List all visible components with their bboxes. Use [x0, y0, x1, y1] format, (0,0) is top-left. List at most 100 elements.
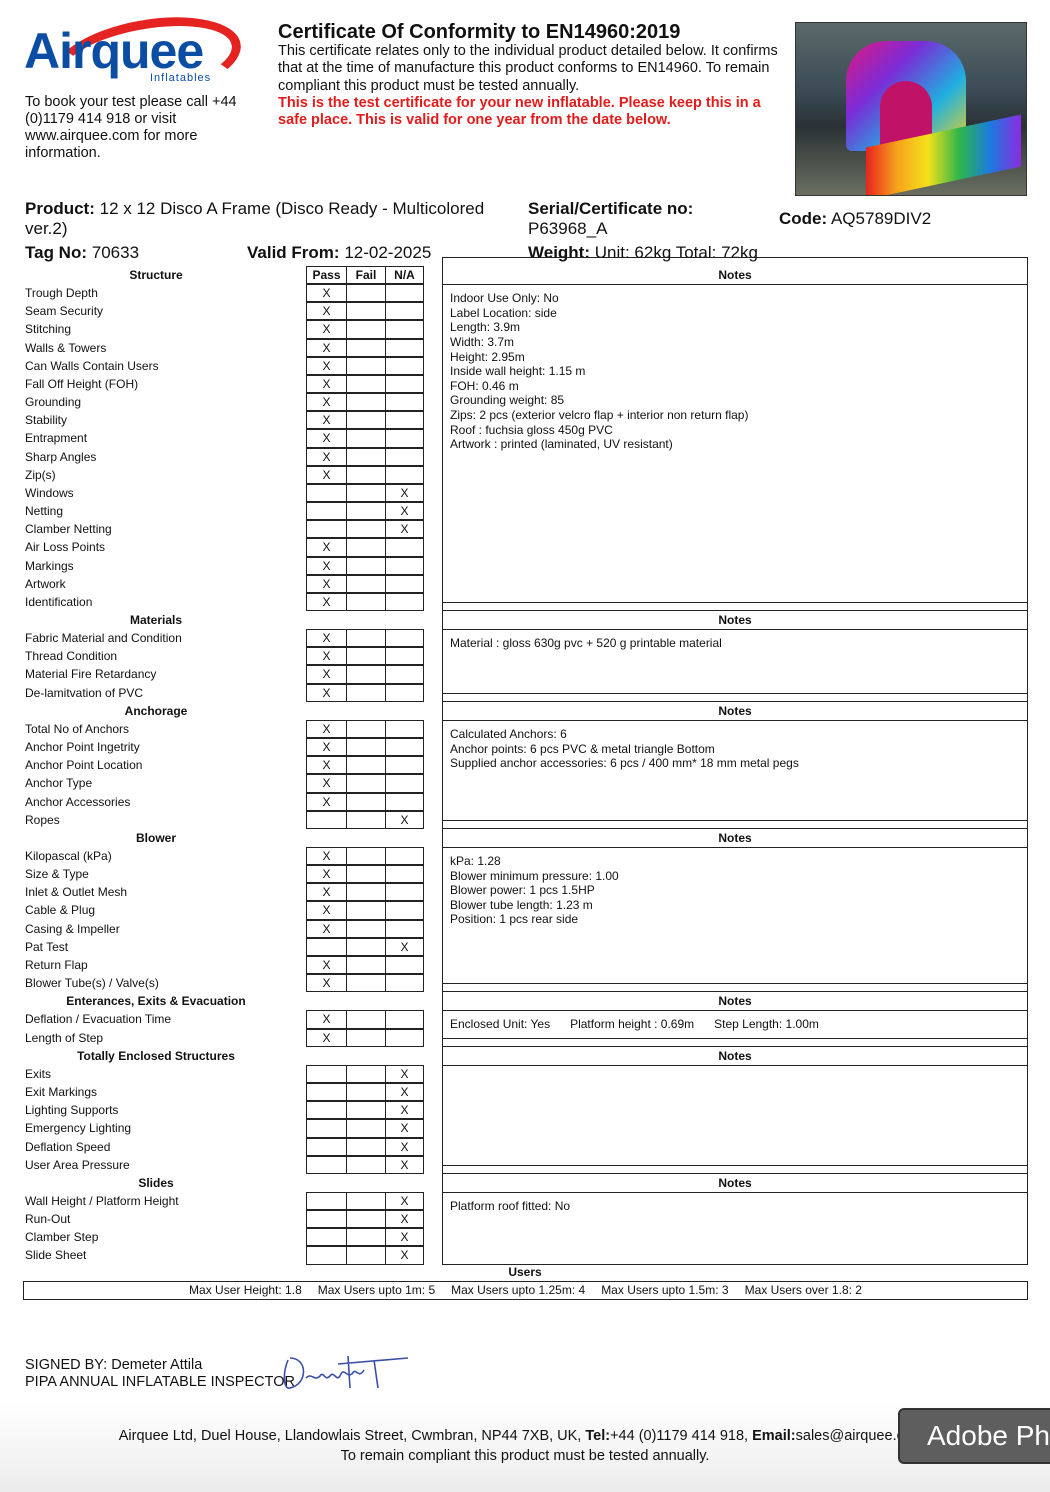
certificate-warning: This is the test certificate for your ne… — [278, 94, 761, 129]
na-cell — [385, 447, 424, 466]
fail-cell — [346, 520, 385, 539]
na-cell: X — [385, 1155, 424, 1174]
item-label: Ropes — [25, 812, 60, 827]
item-label: Seam Security — [25, 304, 104, 319]
column-header-na: N/A — [385, 266, 424, 285]
item-label: Pat Test — [25, 939, 69, 954]
serial-value: P63968_A — [528, 219, 608, 238]
table-row: Kilopascal (kPa) X — [0, 847, 1050, 866]
item-label: Anchor Type — [25, 776, 93, 791]
item-label: Slide Sheet — [25, 1248, 87, 1263]
section-totally-enclosed-structures: Totally Enclosed Structures Exits X Exit Ma… — [0, 1037, 1050, 1174]
table-row: Anchor Accessories X — [0, 792, 1050, 811]
item-label: Anchor Point Location — [25, 758, 143, 773]
notes-heading: Notes — [443, 258, 1027, 286]
section-heading: Structure Pass Fail N/A — [0, 266, 1050, 285]
fail-cell — [346, 356, 385, 375]
valid-from-value: 12-02-2025 — [344, 243, 432, 262]
pass-cell: X — [306, 302, 346, 321]
table-row: Identification X — [0, 592, 1050, 611]
pass-cell — [306, 1137, 346, 1156]
table-row: Anchor Point Ingetrity X — [0, 738, 1050, 757]
pass-cell: X — [306, 429, 346, 448]
na-cell: X — [385, 1191, 424, 1211]
notes-text: kPa: 1.28 Blower minimum pressure: 1.00 … — [450, 854, 619, 927]
fail-cell — [346, 955, 385, 975]
table-row: Artwork X — [0, 574, 1050, 593]
section-heading: Totally Enclosed Structures — [0, 1047, 1050, 1065]
na-cell: X — [385, 1210, 424, 1229]
na-cell: X — [385, 1228, 424, 1247]
notes-box: Notes Platform roof fitted: No — [442, 1164, 1028, 1265]
fail-cell — [346, 665, 385, 684]
fail-cell — [346, 556, 385, 575]
fail-cell — [346, 393, 385, 412]
item-label: Emergency Lighting — [25, 1121, 132, 1136]
pass-cell: X — [306, 665, 346, 684]
product-photo — [795, 22, 1027, 196]
table-row: Lighting Supports X — [0, 1101, 1050, 1120]
table-row: Blower Tube(s) / Valve(s) X — [0, 974, 1050, 993]
item-label: Markings — [25, 558, 74, 573]
pass-cell — [306, 1228, 346, 1247]
notes-text: Platform roof fitted: No — [450, 1198, 571, 1213]
fail-cell — [346, 320, 385, 339]
item-label: Thread Condition — [25, 649, 118, 664]
na-cell: X — [385, 483, 424, 503]
na-cell: X — [385, 1101, 424, 1120]
fail-cell — [346, 284, 385, 303]
fail-cell — [346, 810, 385, 829]
table-row: Material Fire Retardancy X — [0, 665, 1050, 684]
adobe-photoshop-overlay[interactable]: Adobe Photoshop — [898, 1408, 1050, 1464]
item-label: Sharp Angles — [25, 449, 97, 464]
tag-field: Tag No: 70633 — [25, 243, 140, 262]
pass-cell — [306, 520, 346, 539]
table-row: Length of Step X — [0, 1028, 1050, 1047]
na-cell — [385, 429, 424, 448]
users-value: Max Users over 1.8: 2 — [744, 1283, 862, 1297]
users-value: Max Users upto 1.5m: 3 — [601, 1283, 729, 1297]
item-label: Exit Markings — [25, 1085, 98, 1100]
na-cell — [385, 592, 424, 611]
notes-heading: Notes — [443, 1166, 1027, 1193]
pass-cell: X — [306, 447, 346, 466]
table-row: Entrapment X — [0, 429, 1050, 448]
item-label: Stability — [25, 413, 68, 428]
tag-value: 70633 — [91, 243, 140, 262]
table-row: Sharp Angles X — [0, 447, 1050, 466]
na-cell — [385, 919, 424, 938]
fail-cell — [346, 483, 385, 503]
na-cell — [385, 1010, 424, 1029]
pass-cell — [306, 1191, 346, 1211]
notes-heading: Notes — [443, 1039, 1027, 1066]
pass-cell: X — [306, 955, 346, 975]
signed-by: SIGNED BY: Demeter Attila — [25, 1357, 203, 1373]
na-cell — [385, 629, 424, 648]
pass-cell: X — [306, 556, 346, 575]
table-row: Run-Out X — [0, 1210, 1050, 1229]
pass-cell: X — [306, 974, 346, 993]
certificate-title: Certificate Of Conformity to EN14960:201… — [278, 21, 681, 43]
fail-cell — [346, 1137, 385, 1156]
pass-cell: X — [306, 719, 346, 739]
na-cell — [385, 665, 424, 684]
pass-cell: X — [306, 629, 346, 648]
pass-cell: X — [306, 774, 346, 793]
item-label: Casing & Impeller — [25, 921, 120, 936]
pass-cell: X — [306, 393, 346, 412]
fail-cell — [346, 1083, 385, 1102]
table-row: Can Walls Contain Users X — [0, 356, 1050, 375]
section-blower: Blower Kilopascal (kPa) X Size & Type X Inlet… — [0, 819, 1050, 993]
na-cell — [385, 556, 424, 575]
table-row: Emergency Lighting X — [0, 1119, 1050, 1138]
section-heading: Anchorage — [0, 702, 1050, 720]
table-row: Deflation Speed X — [0, 1137, 1050, 1156]
pass-cell: X — [306, 792, 346, 811]
na-cell — [385, 1028, 424, 1047]
table-row: Grounding X — [0, 393, 1050, 412]
na-cell: X — [385, 1083, 424, 1102]
notes-heading: Notes — [443, 821, 1027, 848]
booking-info: To book your test please call +44 (0)117… — [25, 94, 237, 161]
section-title: Enterances, Exits & Evacuation — [66, 994, 246, 1009]
table-row: Ropes X — [0, 810, 1050, 829]
